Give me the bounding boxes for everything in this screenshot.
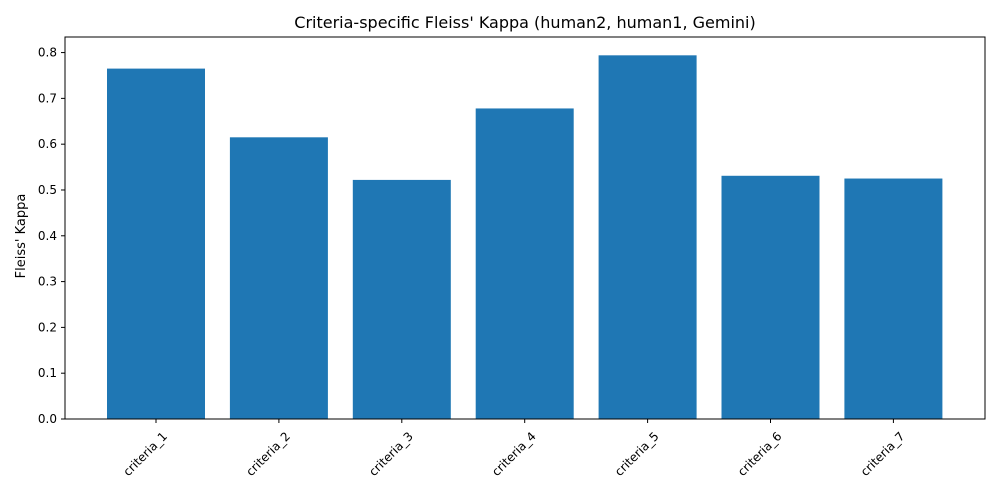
bar-criteria_2 <box>229 137 328 419</box>
y-axis-label: Fleiss' Kappa <box>14 194 29 279</box>
x-tick-label: criteria_1 <box>120 429 170 479</box>
x-axis-ticks: criteria_1 criteria_2 criteria_3 criteria_4… <box>120 419 907 479</box>
bar-criteria_6 <box>721 175 820 419</box>
y-tick-label: 0.1 <box>38 366 57 380</box>
y-tick-label: 0.8 <box>38 46 57 60</box>
chart-title: Criteria-specific Fleiss' Kappa (human2,… <box>294 13 755 32</box>
y-tick-label: 0.3 <box>38 275 57 289</box>
x-tick-label: criteria_5 <box>612 429 662 479</box>
bar-criteria_7 <box>844 178 943 419</box>
x-tick-label: criteria_4 <box>489 429 539 479</box>
x-tick-label: criteria_6 <box>735 429 785 479</box>
plot-area-frame <box>64 36 986 420</box>
y-tick-label: 0.5 <box>38 183 57 197</box>
x-tick-label: criteria_2 <box>243 429 293 479</box>
x-tick-label: criteria_3 <box>366 429 416 479</box>
y-tick-label: 0.2 <box>38 320 57 334</box>
bar-criteria_1 <box>107 68 205 420</box>
y-tick-label: 0.0 <box>38 412 57 426</box>
y-tick-label: 0.7 <box>38 91 57 105</box>
bar-criteria_4 <box>475 108 574 419</box>
y-tick-label: 0.4 <box>38 229 57 243</box>
bar-criteria_3 <box>352 179 451 419</box>
bars-group <box>107 55 943 420</box>
y-tick-label: 0.6 <box>38 137 57 151</box>
y-axis-ticks: 0.0 0.1 0.2 0.3 0.4 0.5 0.6 0.7 0.8 <box>38 46 65 426</box>
bar-criteria_5 <box>598 55 697 419</box>
x-tick-label: criteria_7 <box>858 429 908 479</box>
